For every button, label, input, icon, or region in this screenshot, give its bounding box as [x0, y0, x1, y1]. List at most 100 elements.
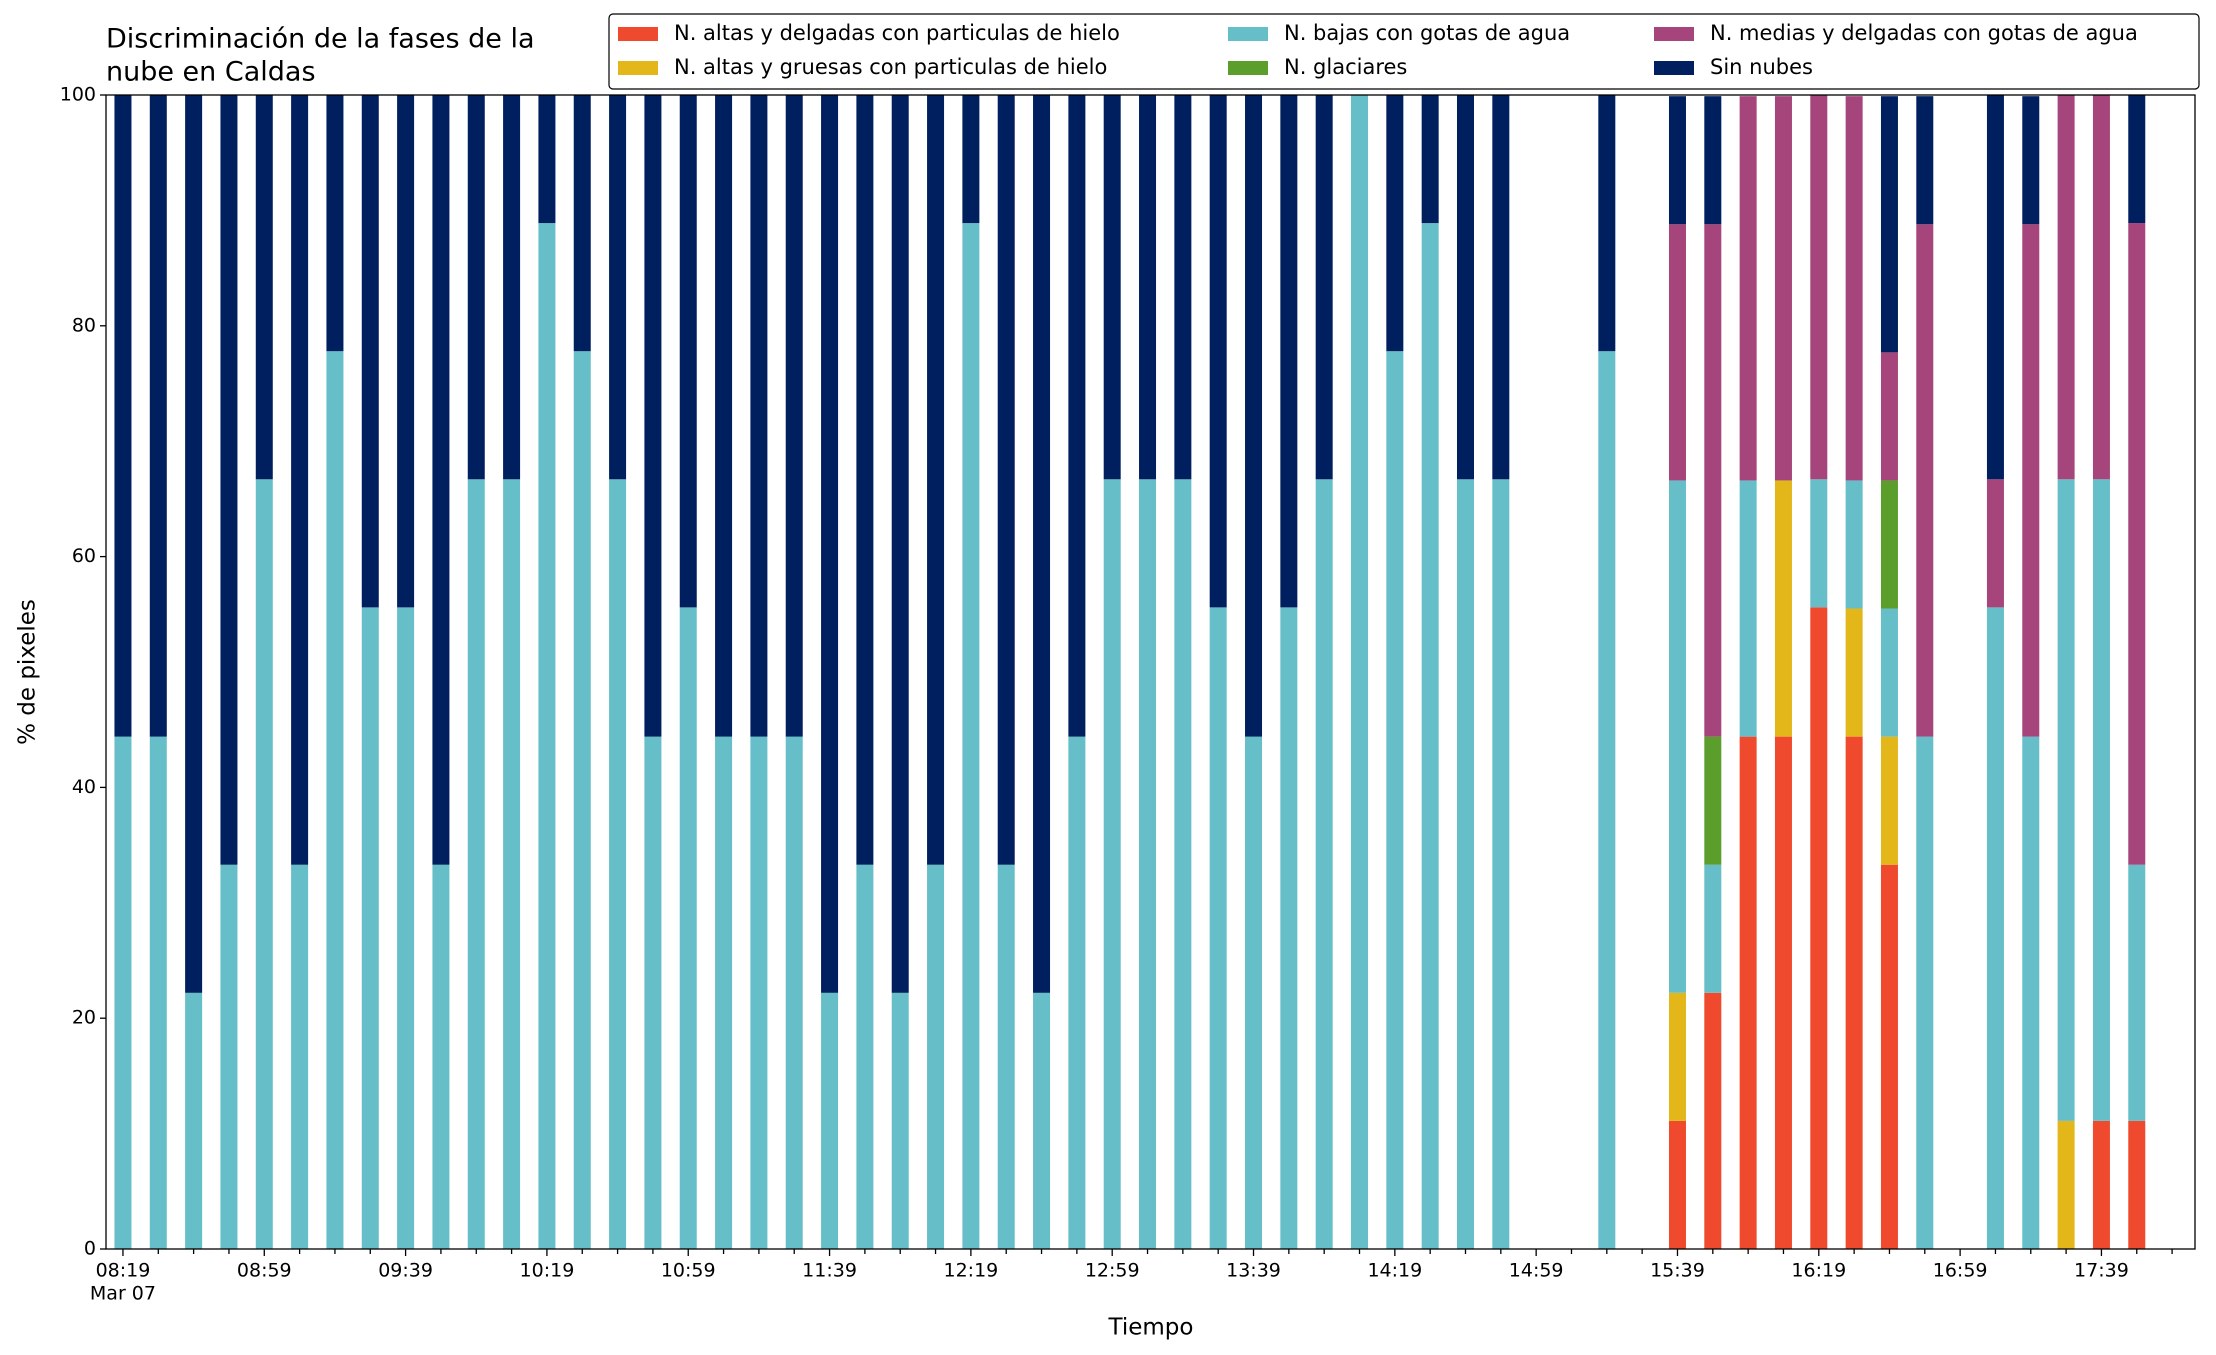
bar-segment: [2057, 1120, 2075, 1249]
bar-segment: [1739, 480, 1757, 737]
legend-text: N. altas y gruesas con particulas de hie…: [674, 55, 1107, 79]
bar-segment: [1810, 479, 1828, 608]
x-tick-label: 08:19: [96, 1260, 151, 1282]
bar-segment: [750, 95, 768, 737]
bar-segment: [2022, 224, 2040, 737]
x-tick-label: 16:19: [1791, 1260, 1846, 1282]
bar-segment: [503, 479, 521, 1250]
bar-segment: [1209, 95, 1227, 608]
bar-segment: [538, 223, 556, 1249]
y-tick-label: 80: [72, 314, 96, 336]
bar-segment: [2092, 95, 2110, 480]
bar-segment: [1668, 1120, 1686, 1249]
bar-segment: [1810, 607, 1828, 1249]
x-tick-label: 15:39: [1650, 1260, 1705, 1282]
bar-segment: [1880, 736, 1898, 865]
bar-segment: [1916, 224, 1934, 737]
bar-segment: [1068, 736, 1086, 1249]
bar-segment: [1139, 95, 1157, 480]
y-tick-label: 100: [60, 84, 96, 106]
bar-segment: [644, 95, 662, 737]
bar-segment: [927, 864, 945, 1249]
bar-segment: [891, 992, 909, 1249]
bar-segment: [1739, 736, 1757, 1249]
bar-segment: [1174, 95, 1192, 480]
bar-segment: [856, 864, 874, 1249]
legend-text: N. medias y delgadas con gotas de agua: [1710, 21, 2138, 45]
x-tick-label: 16:59: [1933, 1260, 1988, 1282]
x-tick-label: 10:19: [520, 1260, 575, 1282]
bar-segment: [467, 95, 485, 480]
bar-segment: [679, 607, 697, 1249]
bar-segment: [785, 736, 803, 1249]
legend-swatch: [1228, 27, 1268, 41]
bar-segment: [821, 95, 839, 993]
bar-segment: [1315, 95, 1333, 480]
y-tick-label: 20: [72, 1007, 96, 1029]
x-tick-label: 12:59: [1085, 1260, 1140, 1282]
bar-segment: [1139, 479, 1157, 1250]
legend-text: N. altas y delgadas con particulas de hi…: [674, 21, 1120, 45]
bar-segment: [1668, 480, 1686, 993]
bar-segment: [997, 95, 1015, 865]
y-axis-label: % de pixeles: [15, 599, 41, 745]
bar-segment: [856, 95, 874, 865]
y-tick-label: 60: [72, 545, 96, 567]
bar-segment: [1245, 95, 1263, 737]
bar-segment: [785, 95, 803, 737]
bar-segment: [1351, 95, 1369, 1249]
bar-segment: [1774, 96, 1792, 481]
x-tick-label: 14:19: [1367, 1260, 1422, 1282]
x-tick-label: 08:59: [237, 1260, 292, 1282]
bar-segment: [2128, 864, 2146, 1121]
y-tick-label: 0: [84, 1238, 96, 1260]
x-tick-label: 17:39: [2074, 1260, 2129, 1282]
bar-segment: [2022, 736, 2040, 1249]
bar-segment: [1880, 864, 1898, 1249]
bar-segment: [1103, 479, 1121, 1250]
legend-text: N. glaciares: [1284, 55, 1407, 79]
bar-segment: [1421, 223, 1439, 1249]
bar-segment: [220, 864, 238, 1249]
bar-segment: [1845, 608, 1863, 737]
x-tick-label: 12:19: [943, 1260, 998, 1282]
bar-segment: [1668, 96, 1686, 225]
bar-segment: [1845, 96, 1863, 481]
bar-segment: [1492, 479, 1510, 1250]
bar-segment: [114, 736, 132, 1249]
bar-segment: [2022, 96, 2040, 225]
bar-segment: [1810, 95, 1828, 480]
chart-title: Discriminación de la fases de la: [106, 24, 535, 55]
legend-swatch: [1228, 61, 1268, 75]
bar-segment: [1068, 95, 1086, 737]
bar-segment: [2128, 1120, 2146, 1249]
bar-segment: [1704, 864, 1722, 993]
legend-text: N. bajas con gotas de agua: [1284, 21, 1570, 45]
bar-segment: [1704, 96, 1722, 225]
bar-segment: [1880, 352, 1898, 481]
bar-segment: [1704, 992, 1722, 1249]
bar-segment: [609, 95, 627, 480]
bar-segment: [467, 479, 485, 1250]
bar-segment: [1033, 95, 1051, 993]
bar-segment: [1916, 736, 1934, 1249]
bar-segment: [1916, 96, 1934, 225]
bar-segment: [326, 95, 344, 352]
bar-segment: [1986, 607, 2004, 1249]
bar-segment: [715, 95, 733, 737]
bar-segment: [1386, 95, 1404, 352]
legend-text: Sin nubes: [1710, 55, 1813, 79]
legend-swatch: [618, 61, 658, 75]
bar-segment: [1174, 479, 1192, 1250]
bar-segment: [609, 479, 627, 1250]
x-tick-label: 13:39: [1226, 1260, 1281, 1282]
bar-segment: [503, 95, 521, 480]
bar-segment: [432, 95, 450, 865]
bar-segment: [291, 864, 309, 1249]
bar-segment: [1103, 95, 1121, 480]
x-tick-label: 14:59: [1509, 1260, 1564, 1282]
bar-segment: [1456, 479, 1474, 1250]
bar-segment: [1880, 96, 1898, 353]
bar-segment: [1986, 95, 2004, 480]
bar-segment: [1668, 224, 1686, 481]
